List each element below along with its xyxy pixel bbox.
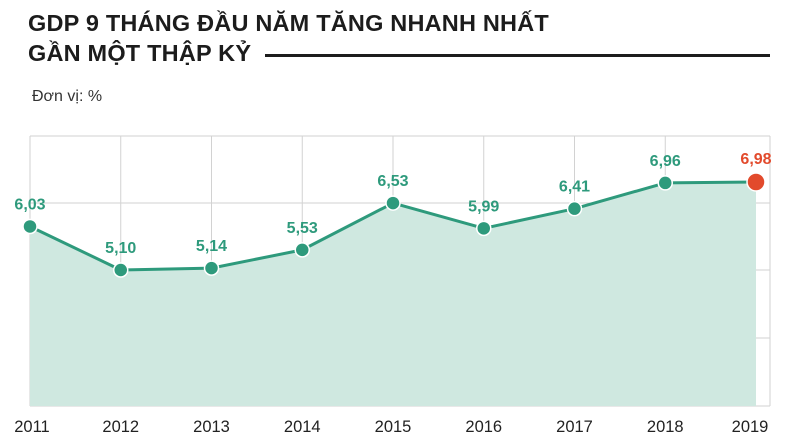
data-points-layer <box>22 172 766 278</box>
data-point <box>22 218 38 235</box>
x-tick-label: 2016 <box>465 418 502 436</box>
area-fill-layer <box>30 182 756 406</box>
chart-title-line-2: GẦN MỘT THẬP KỶ <box>28 40 252 66</box>
x-tick-label: 2019 <box>732 418 769 436</box>
data-point <box>476 220 492 237</box>
chart-title-line-1: GDP 9 THÁNG ĐẦU NĂM TĂNG NHANH NHẤT <box>28 10 549 36</box>
x-tick-label: 2017 <box>556 418 593 436</box>
x-tick-label: 2012 <box>102 418 139 436</box>
x-tick-label: 2015 <box>375 418 412 436</box>
x-tick-label: 2014 <box>284 418 321 436</box>
data-point-highlight <box>746 172 766 192</box>
data-label: 6,03 <box>14 196 45 213</box>
data-point <box>566 200 583 217</box>
data-point <box>203 260 220 276</box>
data-label: 6,96 <box>650 153 681 170</box>
x-tick-label: 2011 <box>14 418 49 436</box>
chart-title: GDP 9 THÁNG ĐẦU NĂM TĂNG NHANH NHẤT GẦN … <box>28 8 770 68</box>
data-point <box>657 175 673 191</box>
data-label: 5,99 <box>468 198 499 215</box>
x-axis-tick-labels: 2011 2012 2013 2014 2015 2016 2017 2018 2019 <box>14 418 768 436</box>
data-label: 5,14 <box>196 238 227 255</box>
data-point <box>385 195 401 211</box>
data-point <box>113 262 129 278</box>
chart-title-row-2: GẦN MỘT THẬP KỶ <box>28 38 770 68</box>
data-label: 6,53 <box>377 173 408 190</box>
data-label-highlight: 6,98 <box>740 151 771 168</box>
unit-label: Đơn vị: % <box>32 88 103 105</box>
data-point <box>294 242 310 258</box>
data-label: 6,41 <box>559 179 590 196</box>
x-tick-label: 2013 <box>193 418 230 436</box>
x-tick-label: 2018 <box>647 418 684 436</box>
data-labels-layer: 6,03 5,10 5,14 5,53 6,53 5,99 6,41 6,96 6,98 <box>14 151 771 257</box>
area-fill <box>30 182 756 406</box>
data-label: 5,10 <box>105 240 136 257</box>
data-label: 5,53 <box>287 220 318 237</box>
title-divider <box>265 53 770 57</box>
